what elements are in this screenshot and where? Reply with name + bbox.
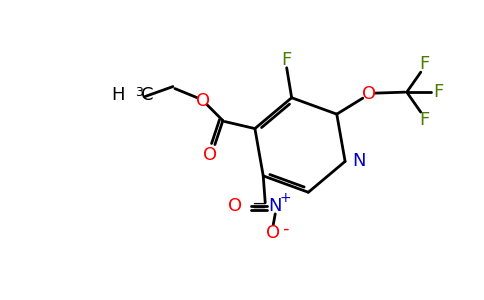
Text: C: C — [141, 85, 153, 103]
Text: N: N — [352, 152, 365, 170]
Text: -: - — [282, 220, 288, 238]
Text: O: O — [203, 146, 217, 164]
Text: =: = — [251, 197, 266, 215]
Text: O: O — [196, 92, 210, 110]
Text: O: O — [362, 85, 376, 103]
Text: H: H — [111, 85, 125, 103]
Text: O: O — [228, 197, 242, 215]
Text: F: F — [420, 111, 430, 129]
Text: F: F — [420, 55, 430, 73]
Text: F: F — [434, 83, 444, 101]
Text: O: O — [266, 224, 280, 242]
Text: F: F — [282, 51, 292, 69]
Text: 3: 3 — [135, 85, 143, 99]
Text: +: + — [279, 191, 291, 205]
Text: N: N — [269, 197, 282, 215]
